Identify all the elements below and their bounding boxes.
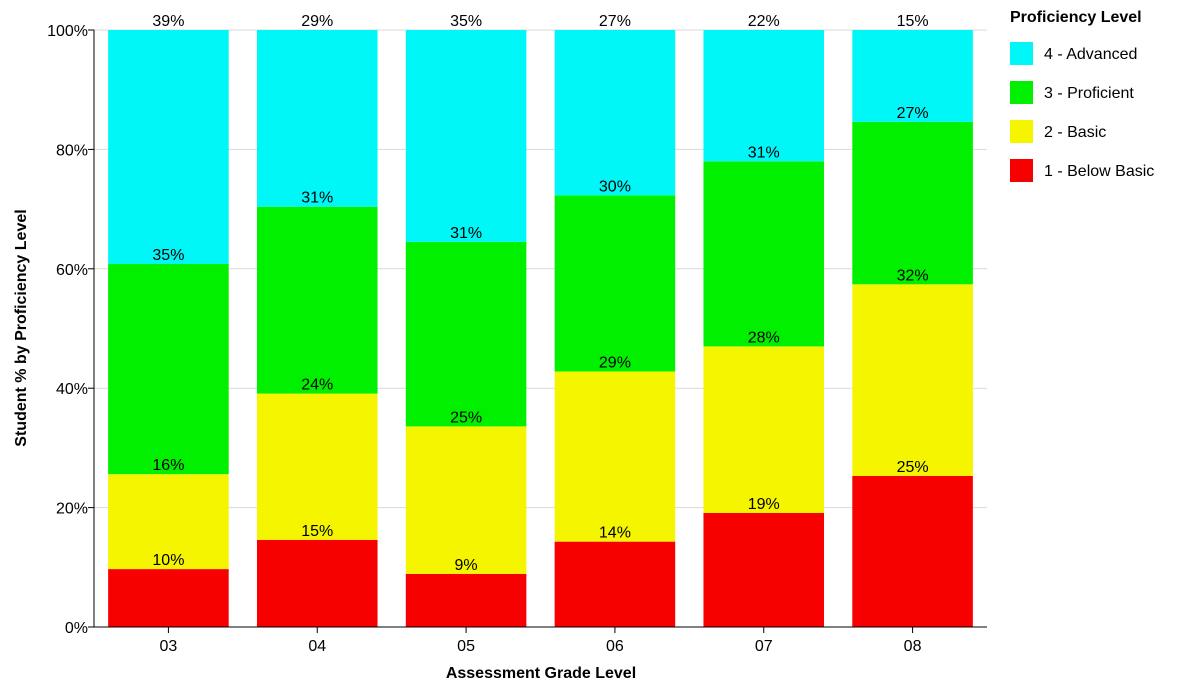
data-label: 25% (897, 459, 929, 476)
data-label: 35% (450, 13, 482, 30)
bar-segment (108, 474, 229, 570)
bar-segment (852, 284, 973, 476)
x-tick-label: 04 (308, 638, 326, 655)
bar-segment (703, 512, 825, 627)
bar-segment (852, 475, 973, 627)
data-label: 15% (301, 523, 333, 540)
x-tick-label: 03 (160, 638, 178, 655)
y-tick-label: 60% (56, 262, 88, 279)
bar-segment (405, 426, 527, 574)
data-label: 31% (301, 190, 333, 207)
x-axis-title: Assessment Grade Level (446, 665, 636, 682)
bar-segment (703, 346, 825, 513)
bar-segment (405, 241, 527, 427)
x-tick-label: 06 (606, 638, 624, 655)
data-label: 39% (152, 13, 184, 30)
data-label: 30% (599, 178, 631, 195)
y-tick-labels: 0% 20% 40% 60% 80% 100% (47, 23, 88, 637)
legend-item-label: 2 - Basic (1044, 124, 1106, 141)
axes (88, 29, 987, 633)
y-tick-label: 80% (56, 142, 88, 159)
y-tick-label: 40% (56, 381, 88, 398)
data-label: 15% (897, 13, 929, 30)
bar-segment (554, 195, 676, 372)
bar-segment (405, 573, 527, 627)
legend-item-label: 4 - Advanced (1044, 46, 1137, 63)
legend-swatch (1010, 81, 1033, 104)
bar-segment (256, 393, 378, 540)
gridlines (94, 29, 987, 509)
data-label: 27% (897, 105, 929, 122)
data-label: 16% (152, 457, 184, 474)
bar-segment (256, 30, 378, 207)
bar-segment (554, 541, 676, 627)
data-label: 22% (748, 13, 780, 30)
data-label: 9% (455, 557, 478, 574)
bar-segment (852, 30, 973, 122)
legend: Proficiency Level 4 - Advanced 3 - Profic… (1010, 9, 1154, 182)
legend-title: Proficiency Level (1010, 9, 1142, 26)
x-tick-labels: 03 04 05 06 07 08 (160, 638, 922, 655)
legend-item-label: 3 - Proficient (1044, 85, 1134, 102)
bars (108, 30, 973, 627)
legend-swatch (1010, 120, 1033, 143)
bar-segment (256, 206, 378, 394)
data-label: 28% (748, 329, 780, 346)
legend-swatch (1010, 159, 1033, 182)
data-label: 31% (450, 225, 482, 242)
data-label: 19% (748, 496, 780, 513)
bar-segment (108, 569, 229, 627)
x-tick-label: 05 (457, 638, 475, 655)
y-tick-label: 0% (65, 620, 88, 637)
bar-segment (703, 30, 825, 162)
bar-segment (554, 30, 676, 196)
data-label: 29% (599, 354, 631, 371)
bar-segment (108, 264, 229, 475)
data-label: 32% (897, 267, 929, 284)
data-label: 25% (450, 409, 482, 426)
bar-segment (554, 371, 676, 542)
y-axis-title: Student % by Proficiency Level (13, 209, 30, 446)
data-label: 31% (748, 144, 780, 161)
bar-segment (703, 161, 825, 347)
bar-segment (108, 30, 229, 265)
data-label: 35% (152, 247, 184, 264)
legend-item-label: 1 - Below Basic (1044, 163, 1154, 180)
data-label: 14% (599, 525, 631, 542)
bar-segment (256, 539, 378, 627)
data-label: 27% (599, 13, 631, 30)
data-label: 10% (152, 552, 184, 569)
x-tick-label: 07 (755, 638, 773, 655)
segment-labels: 10% 16% 35% 39% 15% 24% 31% 29% 9% 25% 31% 35% 14% 29… (152, 13, 928, 574)
data-label: 24% (301, 377, 333, 394)
y-tick-label: 100% (47, 23, 88, 40)
bar-segment (852, 121, 973, 285)
data-label: 29% (301, 13, 333, 30)
legend-swatch (1010, 42, 1033, 65)
y-tick-label: 20% (56, 501, 88, 518)
bar-segment (405, 30, 527, 242)
x-tick-label: 08 (904, 638, 922, 655)
